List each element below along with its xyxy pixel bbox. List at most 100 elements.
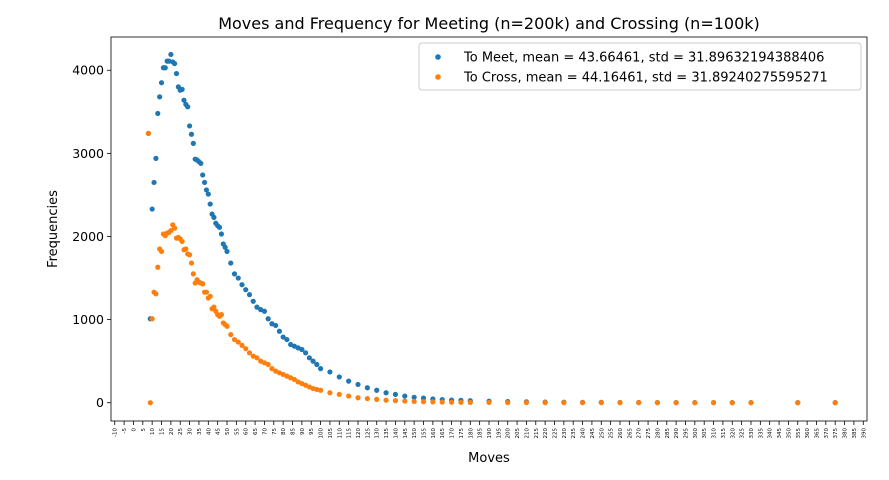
point-series-2 bbox=[673, 400, 679, 406]
point-series-2 bbox=[448, 399, 455, 405]
point-series-2 bbox=[317, 387, 324, 393]
point-series-2 bbox=[505, 399, 511, 406]
point-series-1 bbox=[239, 282, 245, 288]
point-series-1 bbox=[243, 287, 249, 293]
x-tick-label: 375 bbox=[833, 428, 839, 439]
x-tick-label: 230 bbox=[562, 428, 568, 439]
point-series-2 bbox=[218, 312, 225, 318]
point-series-2 bbox=[203, 289, 210, 295]
point-series-2 bbox=[374, 396, 380, 402]
x-tick-label: 135 bbox=[384, 428, 390, 439]
point-series-1 bbox=[246, 292, 253, 298]
x-tick-label: 175 bbox=[459, 428, 465, 439]
point-series-1 bbox=[168, 51, 174, 58]
point-series-1 bbox=[198, 160, 204, 166]
point-series-1 bbox=[299, 346, 305, 353]
x-tick-label: 75 bbox=[272, 428, 278, 435]
x-tick-label: 195 bbox=[496, 428, 502, 439]
point-series-2 bbox=[692, 400, 698, 406]
point-series-1 bbox=[420, 395, 427, 401]
x-tick-label: 70 bbox=[262, 428, 268, 435]
x-tick-label: 385 bbox=[852, 428, 858, 439]
point-series-2 bbox=[190, 271, 196, 277]
point-series-1 bbox=[211, 214, 217, 220]
point-series-1 bbox=[336, 374, 342, 380]
legend-marker bbox=[435, 74, 441, 80]
x-tick-label: -10 bbox=[113, 428, 119, 437]
x-tick-label: 225 bbox=[552, 428, 558, 439]
x-tick-label: 155 bbox=[422, 428, 428, 439]
x-tick-label: 280 bbox=[655, 428, 661, 439]
x-tick-label: 300 bbox=[693, 428, 699, 439]
point-series-2 bbox=[430, 399, 436, 405]
data-points bbox=[145, 51, 838, 406]
x-tick-label: 115 bbox=[347, 428, 353, 439]
x-tick-label: 30 bbox=[188, 428, 194, 435]
point-series-1 bbox=[181, 97, 187, 103]
point-series-2 bbox=[211, 304, 217, 310]
x-tick-label: 145 bbox=[403, 428, 409, 439]
point-series-1 bbox=[188, 131, 195, 137]
x-tick-label: 355 bbox=[796, 428, 802, 439]
point-series-1 bbox=[411, 394, 417, 400]
x-tick-label: 310 bbox=[712, 428, 718, 439]
x-tick-label: 120 bbox=[356, 428, 362, 439]
point-series-2 bbox=[392, 398, 399, 404]
x-tick-label: 185 bbox=[478, 428, 484, 439]
point-series-2 bbox=[183, 246, 189, 252]
x-tick-label: 290 bbox=[674, 428, 680, 439]
x-tick-label: 180 bbox=[468, 428, 474, 439]
point-series-1 bbox=[228, 260, 234, 266]
legend-marker bbox=[435, 54, 441, 60]
x-tick-label: 55 bbox=[234, 428, 240, 435]
x-tick-label: 210 bbox=[524, 428, 530, 439]
point-series-1 bbox=[153, 155, 159, 161]
x-tick-label: 340 bbox=[768, 428, 774, 439]
point-series-1 bbox=[261, 308, 268, 314]
point-series-2 bbox=[795, 400, 801, 406]
point-series-1 bbox=[203, 187, 210, 193]
point-series-2 bbox=[710, 400, 717, 406]
point-series-1 bbox=[205, 191, 211, 197]
x-tick-label: 165 bbox=[440, 428, 446, 439]
x-tick-label: 220 bbox=[543, 428, 549, 439]
x-axis-label: Moves bbox=[468, 451, 510, 466]
point-series-1 bbox=[173, 70, 180, 77]
point-series-2 bbox=[327, 390, 333, 396]
point-series-1 bbox=[265, 316, 271, 322]
point-series-2 bbox=[336, 391, 342, 398]
point-series-2 bbox=[186, 252, 193, 258]
x-tick-label: 380 bbox=[843, 428, 849, 439]
legend-label: To Meet, mean = 43.66461, std = 31.89632… bbox=[463, 51, 824, 66]
point-series-1 bbox=[374, 387, 380, 393]
point-series-1 bbox=[284, 336, 290, 343]
x-tick-label: 345 bbox=[777, 428, 783, 439]
x-tick-label: 370 bbox=[824, 428, 830, 439]
x-tick-label: 365 bbox=[814, 428, 820, 439]
point-series-2 bbox=[265, 361, 271, 368]
x-tick-label: 260 bbox=[618, 428, 624, 439]
x-tick-label: 245 bbox=[590, 428, 596, 439]
point-series-2 bbox=[458, 399, 464, 405]
point-series-1 bbox=[254, 304, 260, 310]
x-tick-label: 255 bbox=[609, 428, 615, 439]
point-series-2 bbox=[235, 339, 241, 345]
point-series-1 bbox=[314, 361, 320, 368]
point-series-2 bbox=[168, 228, 174, 234]
x-tick-label: 170 bbox=[450, 428, 456, 439]
point-series-1 bbox=[317, 366, 324, 372]
point-series-2 bbox=[179, 238, 185, 245]
y-tick-label: 0 bbox=[96, 395, 104, 410]
y-axis: 0 1000 2000 3000 4000 bbox=[72, 63, 111, 410]
point-series-2 bbox=[420, 399, 427, 405]
point-series-1 bbox=[185, 104, 191, 110]
x-tick-label: 200 bbox=[506, 428, 512, 439]
point-series-2 bbox=[355, 395, 361, 401]
point-series-1 bbox=[162, 65, 168, 71]
point-series-2 bbox=[832, 400, 838, 406]
x-tick-label: 60 bbox=[244, 428, 250, 435]
plot-area-frame bbox=[110, 36, 868, 422]
point-series-1 bbox=[306, 355, 312, 361]
x-tick-label: 160 bbox=[431, 428, 437, 439]
